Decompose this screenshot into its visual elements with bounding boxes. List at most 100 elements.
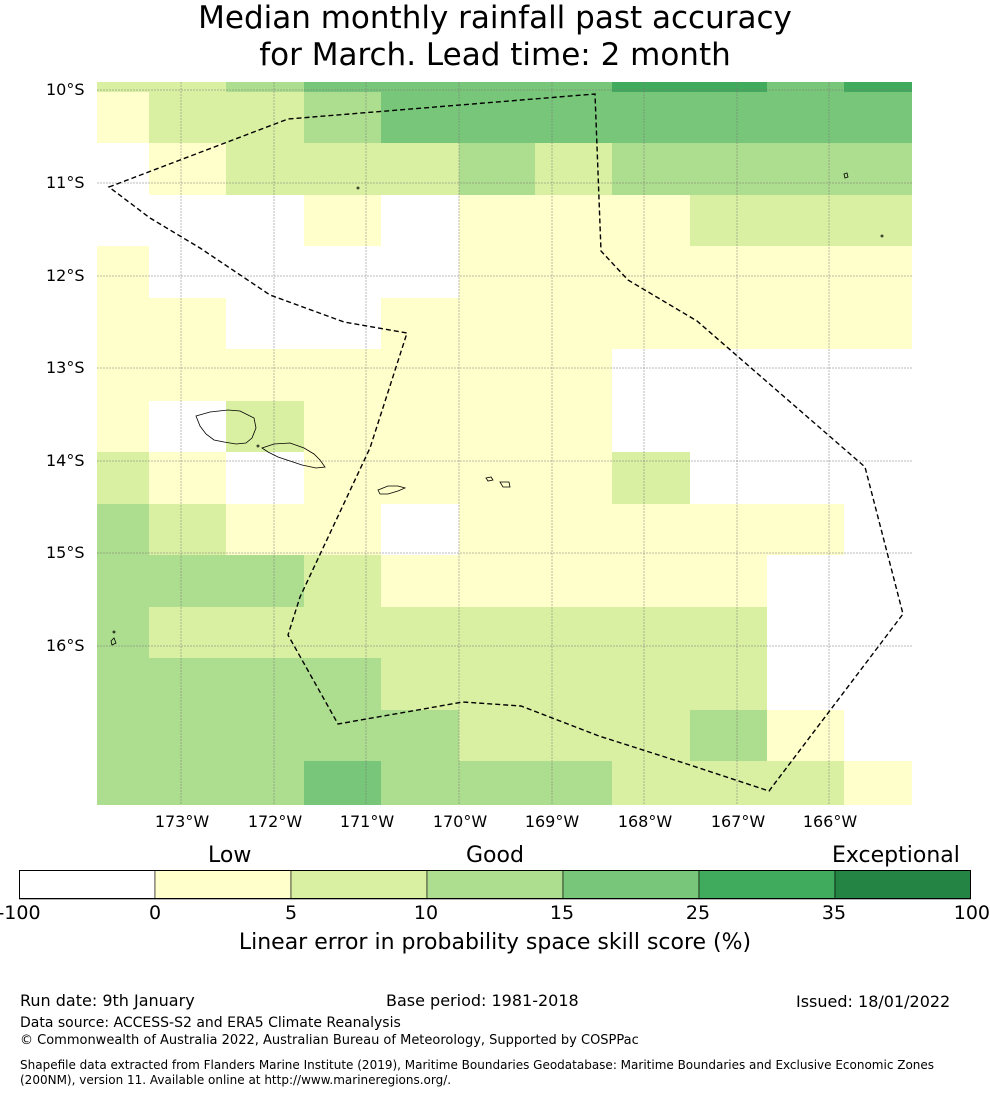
skill-cell xyxy=(612,82,690,92)
issued-date: Issued: 18/01/2022 xyxy=(796,992,951,1011)
skill-cell xyxy=(304,658,381,710)
skill-cell xyxy=(304,452,381,504)
skill-cell xyxy=(459,658,535,710)
colorbar-tick: 35 xyxy=(821,902,847,924)
skill-cell xyxy=(535,298,612,349)
skill-cell xyxy=(612,555,690,607)
skill-cell xyxy=(535,401,612,452)
colorbar-tick: 10 xyxy=(413,902,439,924)
skill-cell xyxy=(381,555,459,607)
skill-cell xyxy=(149,195,226,246)
skill-cell xyxy=(304,607,381,658)
skill-cell xyxy=(381,761,459,805)
skill-cell xyxy=(690,710,767,761)
skill-cell xyxy=(535,504,612,555)
manua-island-2 xyxy=(499,481,511,488)
skill-cell xyxy=(97,761,149,805)
skill-cell xyxy=(149,246,226,298)
skill-cell xyxy=(844,82,912,92)
category-label-exceptional: Exceptional xyxy=(832,843,960,868)
skill-cell xyxy=(226,82,304,92)
colorbar-outline xyxy=(19,870,971,899)
map-title-line-2: for March. Lead time: 2 month xyxy=(259,37,731,73)
colorbar-tick: 100 xyxy=(953,902,990,924)
skill-cell xyxy=(690,246,767,298)
colorbar-segments xyxy=(19,870,971,900)
lat-label: 13°S xyxy=(46,358,85,377)
skill-cell xyxy=(381,82,459,92)
skill-cell xyxy=(767,401,844,452)
lat-label: 16°S xyxy=(46,636,85,655)
skill-cell xyxy=(612,92,690,143)
apolima-atoll xyxy=(256,444,260,448)
lon-label: 171°W xyxy=(339,812,395,831)
skill-cell xyxy=(97,452,149,504)
skill-cell xyxy=(381,92,459,143)
skill-cell xyxy=(844,92,912,143)
skill-cell xyxy=(226,349,304,401)
skill-cell xyxy=(381,143,459,195)
colorbar-tick: -100 xyxy=(0,902,41,924)
colorbar-segment xyxy=(426,870,564,900)
skill-cell xyxy=(690,761,767,805)
map-title-line-1: Median monthly rainfall past accuracy xyxy=(198,0,792,36)
skill-cell xyxy=(97,658,149,710)
skill-cell xyxy=(381,349,459,401)
skill-cell xyxy=(97,246,149,298)
skill-cell xyxy=(459,761,535,805)
skill-cell xyxy=(612,246,690,298)
skill-cell xyxy=(459,143,535,195)
lat-label: 12°S xyxy=(46,266,85,285)
skill-cell xyxy=(844,195,912,246)
skill-cell xyxy=(459,555,535,607)
skill-cell xyxy=(767,82,844,92)
shapefile-credit-line-2: (200NM), version 11. Available online at… xyxy=(20,1073,452,1087)
skill-cell xyxy=(844,761,912,805)
skill-cell xyxy=(767,246,844,298)
colorbar-tick: 15 xyxy=(549,902,575,924)
skill-cell xyxy=(690,195,767,246)
skill-cell xyxy=(612,298,690,349)
lat-label: 15°S xyxy=(46,543,85,562)
skill-cell xyxy=(767,504,844,555)
skill-cell xyxy=(226,555,304,607)
colorbar-axis-label: Linear error in probability space skill … xyxy=(238,930,752,955)
skill-cell xyxy=(459,82,535,92)
manua-island-1 xyxy=(485,476,494,482)
lon-label: 172°W xyxy=(247,812,303,831)
skill-cell xyxy=(149,710,226,761)
futuna-atoll xyxy=(112,630,116,634)
colorbar-segment xyxy=(19,870,156,900)
skill-cell xyxy=(304,401,381,452)
skill-cell xyxy=(690,92,767,143)
skill-cell xyxy=(226,195,304,246)
skill-cell xyxy=(226,607,304,658)
skill-cell xyxy=(767,452,844,504)
lat-label: 14°S xyxy=(46,451,85,470)
skill-cell xyxy=(149,607,226,658)
skill-cell xyxy=(844,143,912,195)
lon-label: 166°W xyxy=(802,812,858,831)
colorbar-segment xyxy=(290,870,428,900)
skill-cell xyxy=(149,92,226,143)
skill-cell xyxy=(381,710,459,761)
skill-cell xyxy=(149,143,226,195)
skill-cell xyxy=(304,761,381,805)
skill-cell xyxy=(767,143,844,195)
skill-cell xyxy=(97,195,149,246)
skill-cell xyxy=(844,504,912,555)
colorbar-segment xyxy=(154,870,292,900)
graticule-grid xyxy=(97,82,912,805)
skill-cell xyxy=(612,349,690,401)
skill-cell xyxy=(381,246,459,298)
skill-cell xyxy=(612,143,690,195)
islands-layer xyxy=(110,172,884,646)
skill-cell xyxy=(690,349,767,401)
lat-label: 11°S xyxy=(46,173,85,192)
lon-label: 173°W xyxy=(154,812,210,831)
skill-cell xyxy=(612,710,690,761)
skill-cell xyxy=(459,349,535,401)
skill-cell xyxy=(844,401,912,452)
skill-cell xyxy=(690,658,767,710)
wallis-island xyxy=(110,637,117,646)
